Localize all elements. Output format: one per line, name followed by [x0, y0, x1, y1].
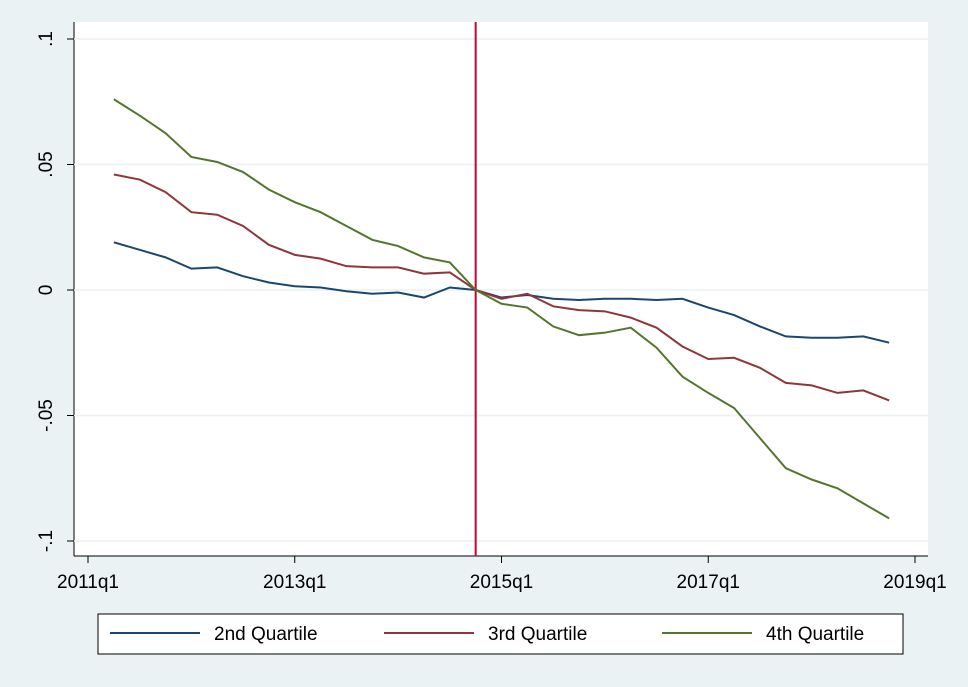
x-tick-label: 2015q1 — [470, 572, 533, 593]
y-tick-label: -.1 — [36, 530, 57, 552]
x-tick-label: 2011q1 — [57, 572, 119, 593]
x-tick-label: 2019q1 — [883, 572, 946, 593]
legend-label: 3rd Quartile — [488, 624, 587, 645]
y-tick-label: .1 — [36, 31, 57, 47]
x-tick-label: 2013q1 — [263, 572, 326, 593]
plot-area — [74, 22, 928, 556]
y-tick-label: 0 — [36, 285, 57, 296]
series-line — [113, 98, 890, 520]
legend-box — [97, 613, 904, 655]
y-tick-label: .05 — [36, 151, 57, 177]
legend-label: 4th Quartile — [766, 624, 864, 645]
series-line — [113, 241, 890, 344]
y-tick-label: -.05 — [36, 399, 57, 432]
legend-label: 2nd Quartile — [214, 624, 318, 645]
x-tick-label: 2017q1 — [677, 572, 740, 593]
series-line — [113, 173, 890, 402]
